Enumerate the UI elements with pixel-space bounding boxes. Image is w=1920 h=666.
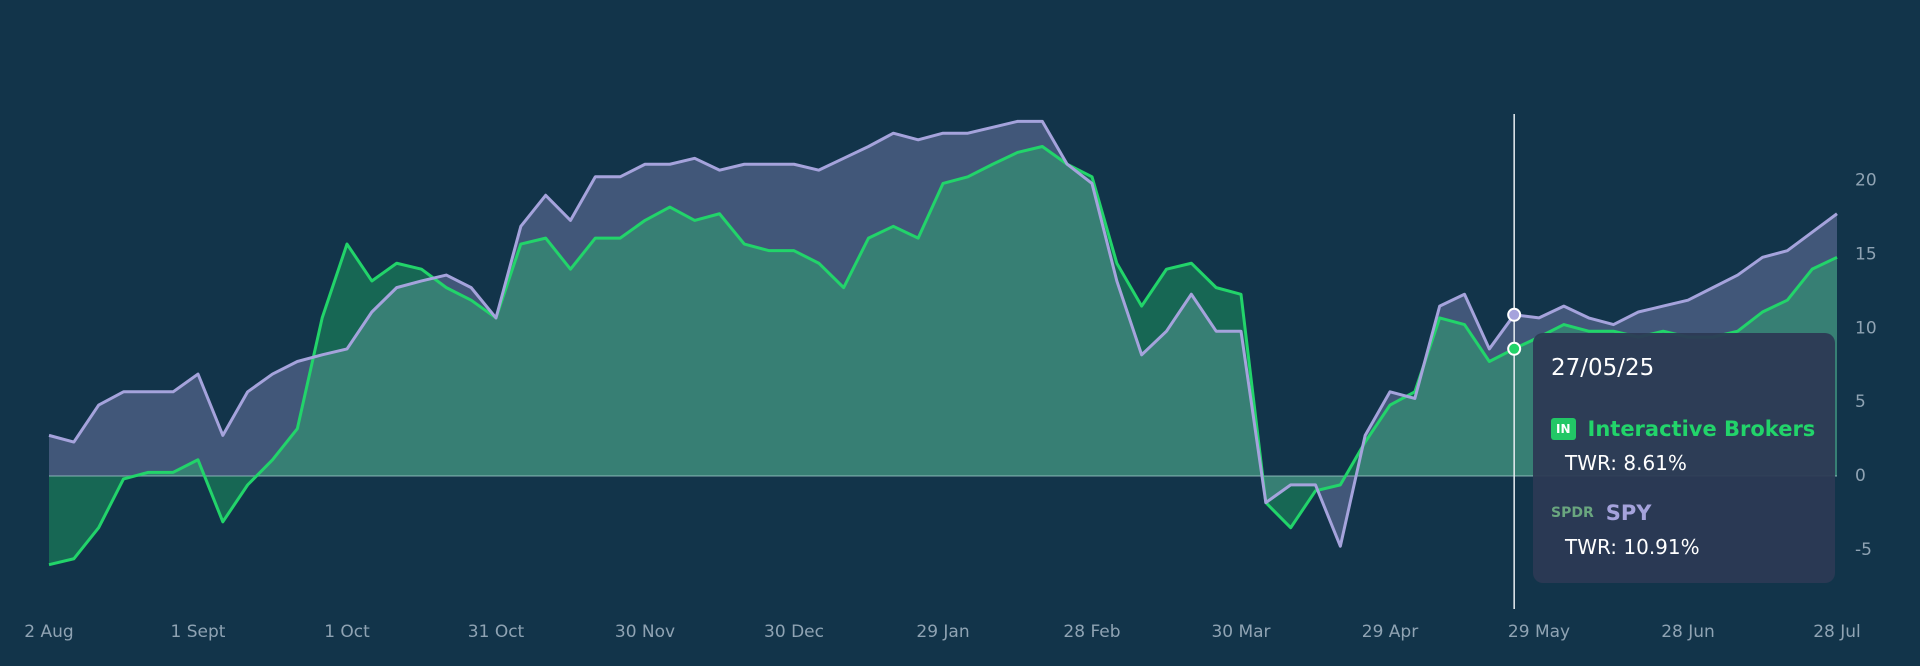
y-tick-label: -5 <box>1855 540 1872 560</box>
y-tick-label: 20 <box>1855 170 1877 190</box>
area <box>49 146 1837 565</box>
x-tick-label: 30 Mar <box>1211 622 1270 642</box>
badge: IN <box>1551 418 1576 440</box>
hover-point <box>1507 307 1522 322</box>
x-tick-label: 29 Apr <box>1362 622 1418 642</box>
tooltip-value: TWR: 8.61% <box>1565 451 1687 475</box>
x-tick-label: 2 Aug <box>24 622 73 642</box>
y-tick-label: 15 <box>1855 244 1877 264</box>
x-tick-label: 29 Jan <box>916 622 969 642</box>
x-tick-label: 1 Sept <box>171 622 226 642</box>
x-tick-label: 28 Jul <box>1813 622 1861 642</box>
x-tick-label: 30 Dec <box>764 622 824 642</box>
y-tick-label: 10 <box>1855 318 1877 338</box>
x-tick-label: 28 Feb <box>1063 622 1120 642</box>
x-tick-label: 1 Oct <box>324 622 370 642</box>
x-tick-label: 30 Nov <box>615 622 675 642</box>
tooltip-entry: SPDR SPY <box>1551 501 1817 525</box>
hover-point <box>1507 341 1522 356</box>
tooltip-value: TWR: 10.91% <box>1565 535 1700 559</box>
tooltip-date: 27/05/25 <box>1551 355 1655 381</box>
tooltip: 27/05/25 IN Interactive Brokers TWR: 8.6… <box>1533 333 1835 583</box>
x-tick-label: 29 May <box>1508 622 1570 642</box>
line <box>48 119 1838 548</box>
x-tick-label: 28 Jun <box>1661 622 1715 642</box>
area <box>49 121 1837 547</box>
badge: SPDR <box>1551 505 1594 521</box>
series-name: Interactive Brokers <box>1587 417 1816 441</box>
tooltip-entry: IN Interactive Brokers <box>1551 417 1817 441</box>
x-tick-label: 31 Oct <box>468 622 525 642</box>
y-tick-label: 5 <box>1855 392 1866 412</box>
y-tick-label: 0 <box>1855 466 1866 486</box>
series-name: SPY <box>1605 501 1652 525</box>
